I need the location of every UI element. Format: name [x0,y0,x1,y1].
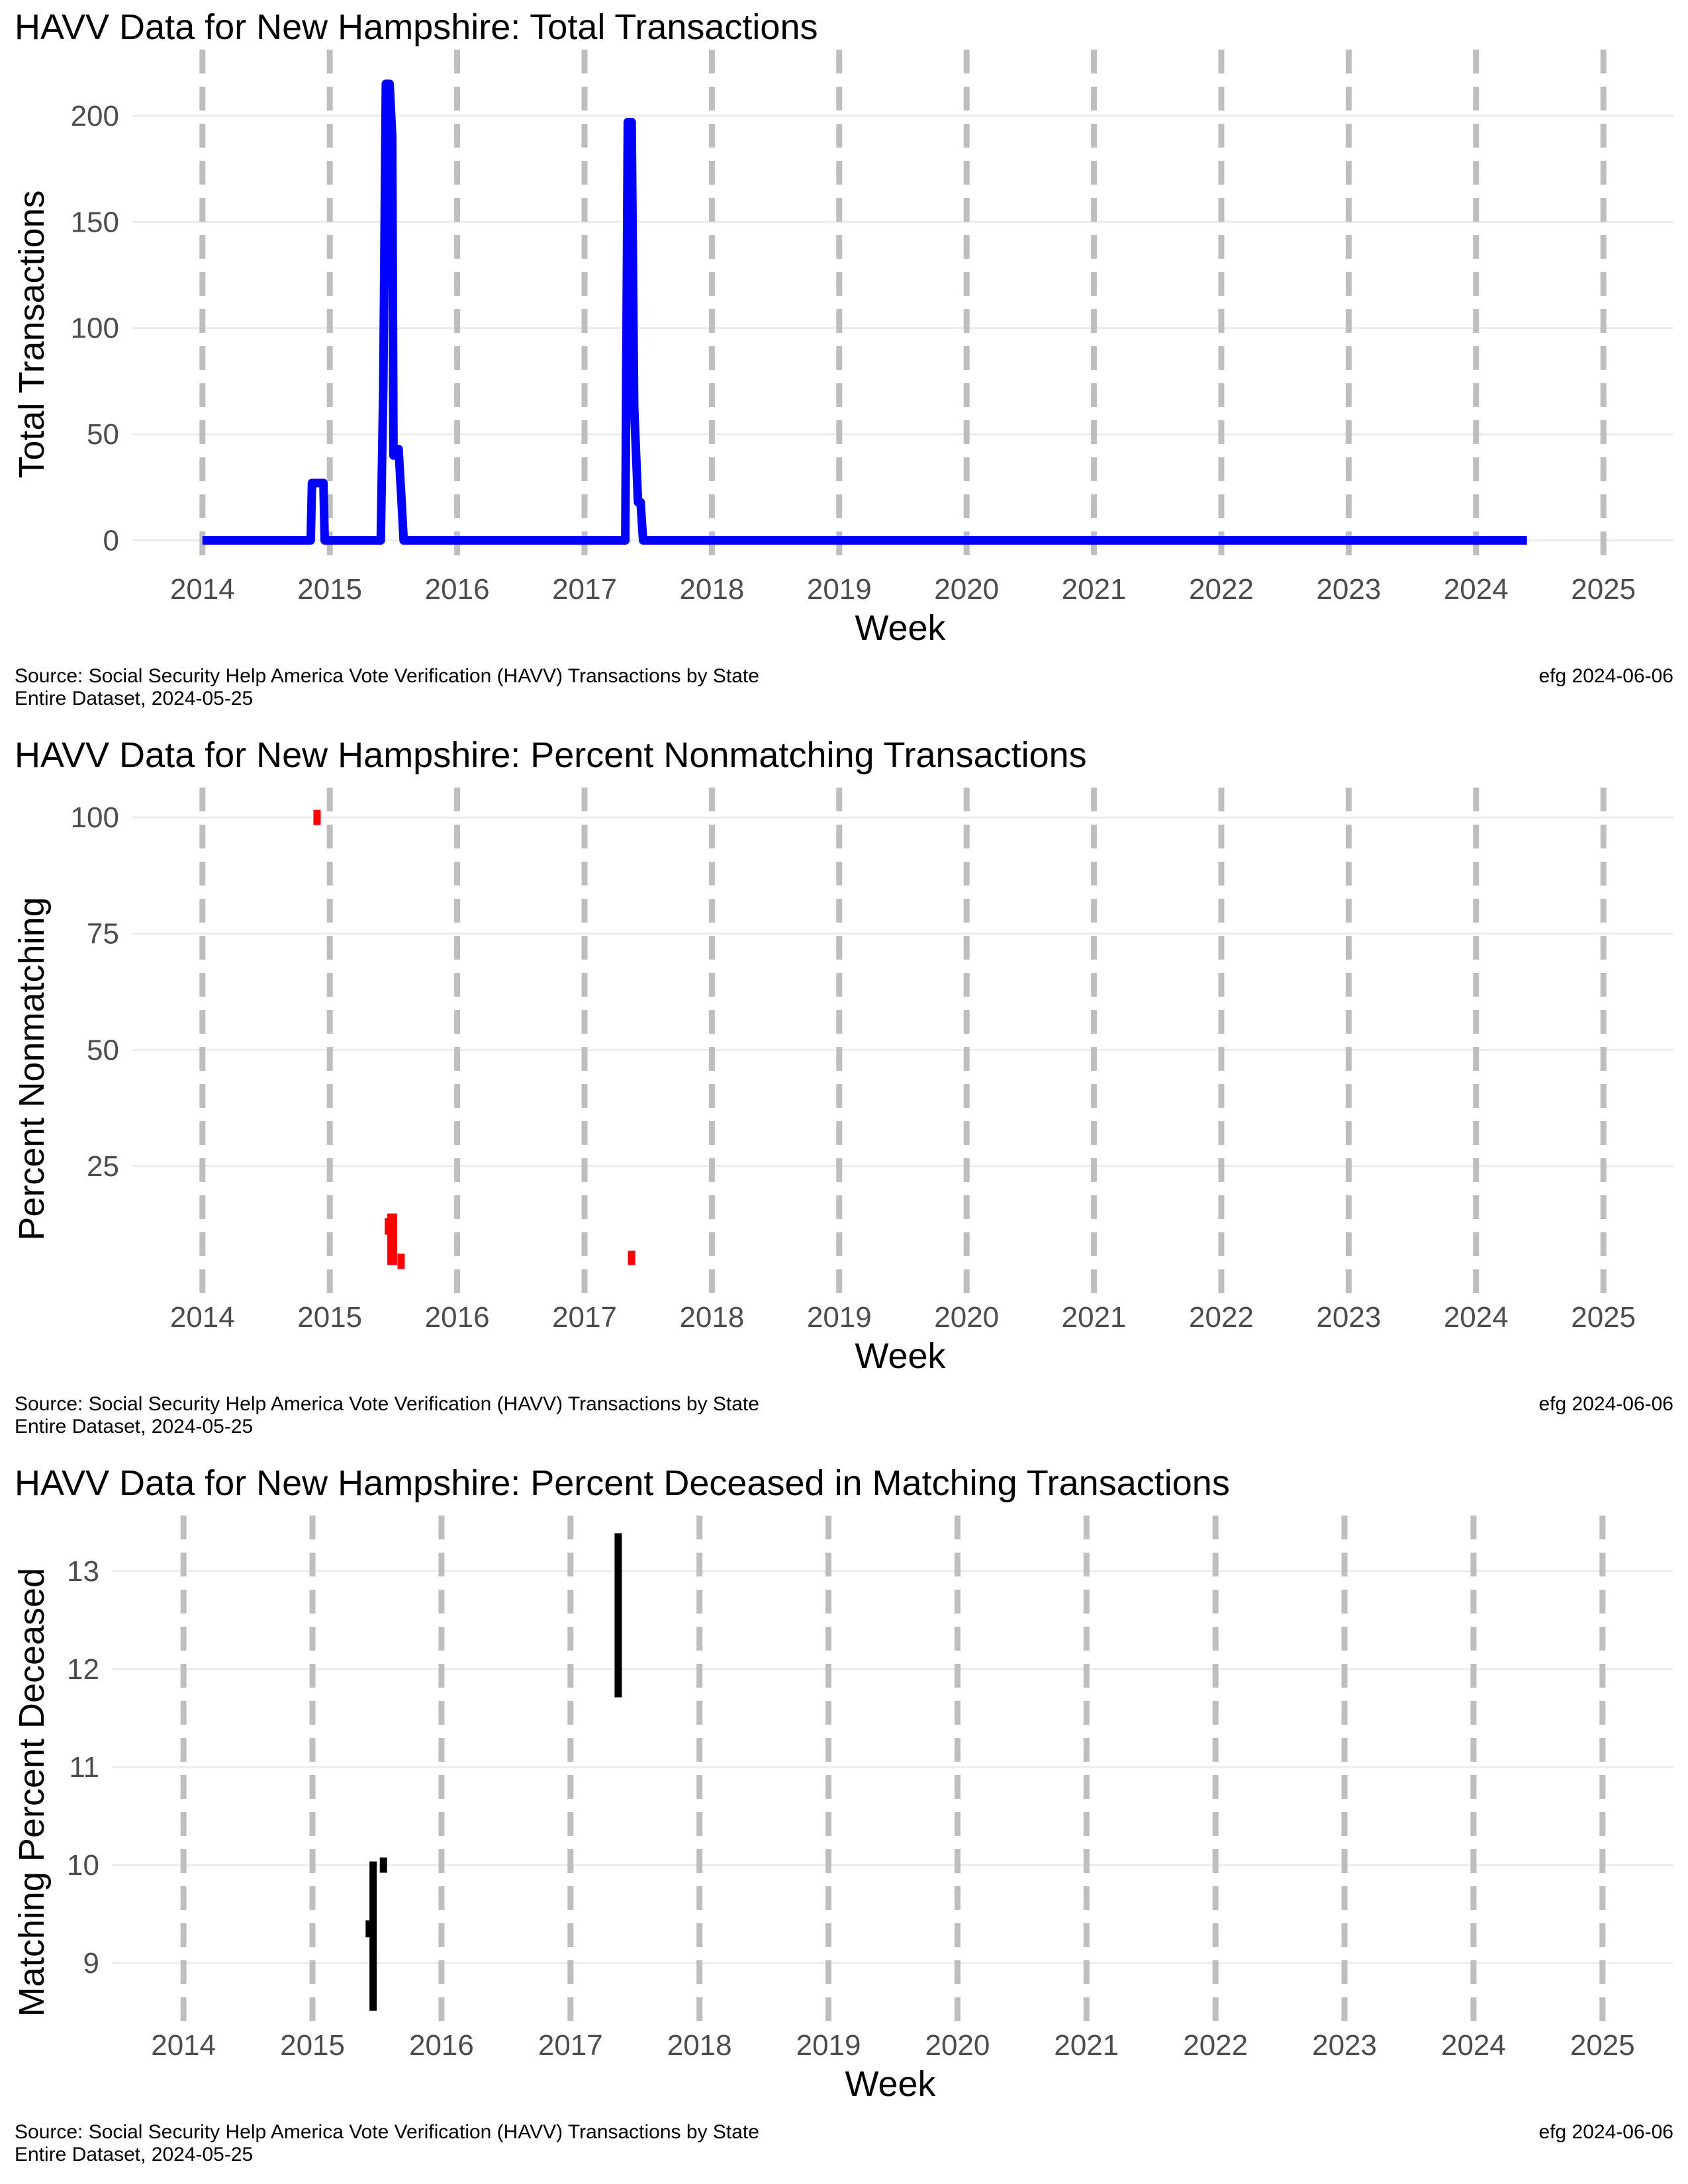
y-tick-label: 75 [87,918,119,950]
source-note: Source: Social Security Help America Vot… [15,2121,759,2166]
plot-area: 9 10 11 12 13 2014 2015 2016 2017 2018 2019 2020 202… [67,1516,1673,2062]
x-tick-label: 2018 [679,573,744,606]
y-tick-label: 100 [71,801,119,834]
x-tick-label: 2025 [1571,573,1636,606]
x-tick-label: 2023 [1316,573,1381,606]
x-tick-label: 2018 [679,1301,744,1334]
x-tick-label: 2021 [1062,1301,1127,1334]
x-tick-label: 2017 [552,573,617,606]
author-credit: efg 2024-06-06 [1538,665,1674,687]
source-line: Source: Social Security Help America Vot… [15,665,759,687]
y-tick-label: 9 [83,1947,99,1979]
x-tick-label: 2015 [297,1301,362,1334]
x-tick-label: 2021 [1062,573,1127,606]
x-tick-label: 2020 [934,573,999,606]
chart-title: HAVV Data for New Hampshire: Percent Non… [15,735,1087,775]
y-tick-label: 13 [67,1555,99,1588]
x-tick-label: 2024 [1441,2029,1506,2062]
y-tick-label: 100 [71,312,119,345]
y-tick-label: 10 [67,1849,99,1882]
x-axis-title: Week [855,1336,946,1376]
chart-panel-percent-deceased: 9 10 11 12 13 2014 2015 2016 2017 2018 2019 2020 202… [0,1456,1688,2184]
x-tick-label: 2025 [1570,2029,1635,2062]
x-tick-label: 2015 [297,573,362,606]
x-tick-label: 2021 [1054,2029,1119,2062]
y-tick-label: 11 [69,1751,99,1784]
x-tick-label: 2024 [1444,1301,1509,1334]
x-tick-label: 2024 [1444,573,1509,606]
source-note: Source: Social Security Help America Vot… [15,665,759,710]
y-tick-label: 50 [87,418,119,451]
x-tick-label: 2015 [280,2029,345,2062]
x-tick-label: 2019 [807,573,872,606]
chart-panel-total-transactions: 0 50 100 150 200 2014 2015 2016 2017 2018 2019 2020… [0,0,1688,728]
y-axis-title: Matching Percent Deceased [12,1567,52,2017]
x-tick-label: 2016 [425,1301,490,1334]
chart-panel-percent-nonmatching: 25 50 75 100 2014 2015 2016 2017 2018 2019 2020 202… [0,728,1688,1456]
chart-title: HAVV Data for New Hampshire: Percent Dec… [15,1463,1230,1503]
x-tick-label: 2016 [409,2029,474,2062]
dataset-line: Entire Dataset, 2024-05-25 [15,2144,254,2165]
series-line [202,79,1527,545]
x-tick-label: 2019 [796,2029,861,2062]
x-axis-title: Week [855,608,946,648]
x-tick-label: 2014 [170,573,235,606]
source-note: Source: Social Security Help America Vot… [15,1393,759,1438]
x-tick-label: 2022 [1189,1301,1254,1334]
x-tick-label: 2017 [538,2029,603,2062]
y-axis-title: Percent Nonmatching [12,897,52,1241]
y-tick-label: 200 [71,100,119,132]
x-tick-label: 2014 [151,2029,216,2062]
author-credit: efg 2024-06-06 [1538,1393,1674,1415]
plot-area: 25 50 75 100 2014 2015 2016 2017 2018 2019 2020 202… [71,788,1673,1334]
x-tick-label: 2025 [1571,1301,1636,1334]
dataset-line: Entire Dataset, 2024-05-25 [15,1416,254,1437]
x-tick-label: 2014 [170,1301,235,1334]
x-tick-label: 2020 [925,2029,990,2062]
dataset-line: Entire Dataset, 2024-05-25 [15,688,254,709]
y-tick-label: 0 [103,525,119,557]
y-tick-label: 50 [87,1034,119,1066]
x-tick-label: 2020 [934,1301,999,1334]
x-tick-label: 2022 [1183,2029,1248,2062]
y-tick-label: 25 [87,1150,119,1183]
x-tick-label: 2023 [1316,1301,1381,1334]
x-tick-label: 2018 [667,2029,732,2062]
author-credit: efg 2024-06-06 [1538,2121,1674,2143]
chart-title: HAVV Data for New Hampshire: Total Trans… [15,7,818,47]
source-line: Source: Social Security Help America Vot… [15,2121,759,2143]
x-tick-label: 2019 [807,1301,872,1334]
plot-area: 0 50 100 150 200 2014 2015 2016 2017 2018 2019 2020… [71,50,1673,606]
x-tick-label: 2022 [1189,573,1254,606]
x-tick-label: 2017 [552,1301,617,1334]
y-tick-label: 12 [67,1653,99,1686]
x-axis-title: Week [845,2064,936,2104]
x-tick-label: 2023 [1312,2029,1377,2062]
source-line: Source: Social Security Help America Vot… [15,1393,759,1415]
x-tick-label: 2016 [425,573,490,606]
y-tick-label: 150 [71,206,119,238]
y-axis-title: Total Transactions [12,190,52,478]
